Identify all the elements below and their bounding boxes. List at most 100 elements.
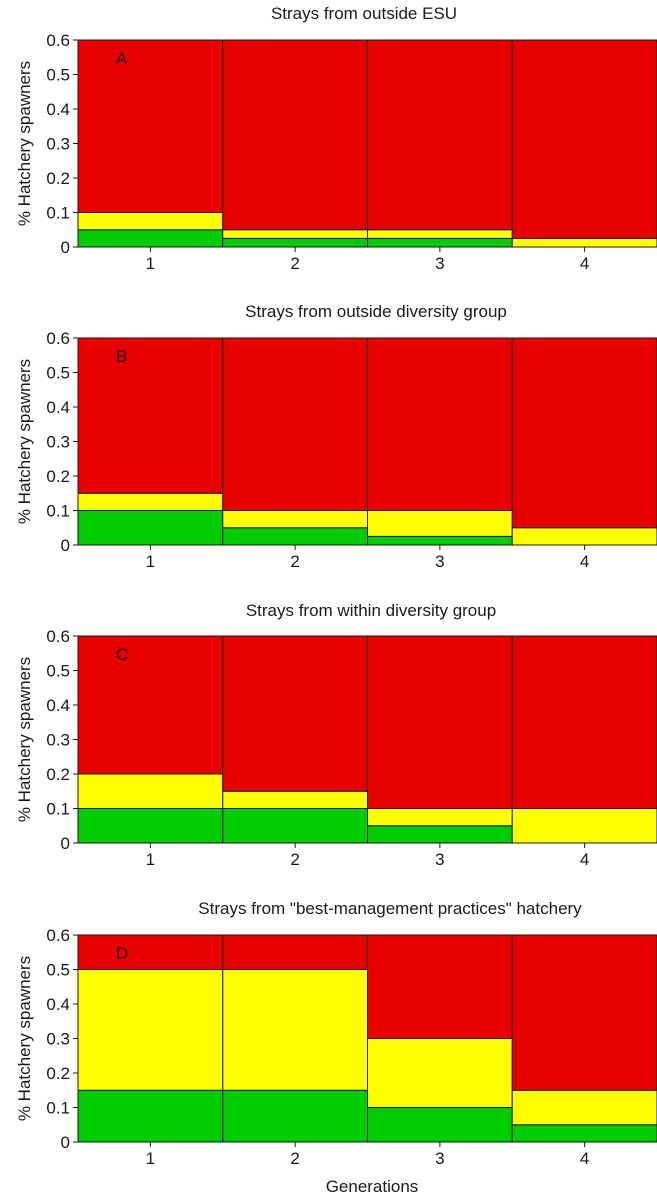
panel-c-bar-3-green xyxy=(367,825,513,844)
panel-a-bar-1-yellow xyxy=(77,212,224,231)
panel-b-y-tick-label: 0.6 xyxy=(46,329,70,348)
panel-b-x-tick-label: 3 xyxy=(435,552,444,571)
panel-a-bar-2-red xyxy=(222,39,368,231)
panel-a-bar-2-yellow xyxy=(222,229,368,239)
panel-a-y-tick-label: 0.6 xyxy=(46,31,70,50)
panel-a-title: Strays from outside ESU xyxy=(271,4,457,23)
panel-d-y-tick-label: 0 xyxy=(61,1133,70,1152)
panel-a-y-axis-label: % Hatchery spawners xyxy=(15,61,34,226)
panel-d-bar-3-yellow xyxy=(367,1038,513,1108)
panel-b-bar-1-yellow xyxy=(77,492,224,511)
panel-c-bar-4-yellow xyxy=(511,808,657,844)
panel-d-bar-2-green xyxy=(222,1089,368,1143)
panel-c-y-tick-label: 0.3 xyxy=(46,731,70,750)
panel-d-x-tick-label: 1 xyxy=(146,1149,155,1168)
panel-d-bar-4-red xyxy=(511,934,657,1091)
panel-b-y-tick-label: 0.1 xyxy=(46,502,70,521)
panel-d-y-tick-label: 0.1 xyxy=(46,1099,70,1118)
panel-d-y-tick-label: 0.5 xyxy=(46,961,70,980)
panel-d-y-tick-label: 0.3 xyxy=(46,1030,70,1049)
panel-d-y-tick-label: 0.2 xyxy=(46,1064,70,1083)
panel-d-bar-3-green xyxy=(367,1107,513,1143)
panel-b-bar-3-green xyxy=(367,535,513,546)
panel-b-x-tick-label: 2 xyxy=(290,552,299,571)
panel-a-y-tick-label: 0.5 xyxy=(46,66,70,85)
panel-c-x-tick-label: 3 xyxy=(435,850,444,869)
panel-b-bar-4-yellow xyxy=(511,527,657,546)
panel-c-y-tick-label: 0.5 xyxy=(46,662,70,681)
panel-d-bar-4-green xyxy=(511,1124,657,1143)
panel-b-x-tick-label: 4 xyxy=(580,552,589,571)
panel-d-bar-3-red xyxy=(367,934,513,1039)
panel-a-bar-4-yellow xyxy=(511,237,657,248)
panel-b-x-tick-label: 1 xyxy=(146,552,155,571)
panel-c-y-tick-label: 0.2 xyxy=(46,765,70,784)
panel-d-bar-1-yellow xyxy=(77,969,224,1091)
panel-a-y-tick-label: 0.2 xyxy=(46,169,70,188)
panel-d-title: Strays from "best-management practices" … xyxy=(198,899,582,918)
panel-d-letter: D xyxy=(116,944,128,963)
panel-a-bar-3-green xyxy=(367,237,513,248)
panel-b-letter: B xyxy=(116,347,127,366)
panel-d-x-tick-label: 3 xyxy=(435,1149,444,1168)
x-axis-label: Generations xyxy=(326,1177,419,1196)
panel-c-bar-1-yellow xyxy=(77,773,224,809)
panel-d-bar-2-yellow xyxy=(222,969,368,1091)
panel-a-y-tick-label: 0.4 xyxy=(46,100,70,119)
panel-c-y-tick-label: 0 xyxy=(61,834,70,853)
panel-a-letter: A xyxy=(116,49,128,68)
panel-c-x-tick-label: 2 xyxy=(290,850,299,869)
panel-a-bar-3-yellow xyxy=(367,229,513,239)
panel-d-y-axis-label: % Hatchery spawners xyxy=(15,956,34,1121)
panel-c-bar-2-green xyxy=(222,808,368,844)
panel-b-y-tick-label: 0.4 xyxy=(46,398,70,417)
panel-d-y-tick-label: 0.6 xyxy=(46,926,70,945)
panel-c-y-tick-label: 0.6 xyxy=(46,627,70,646)
panel-a-y-tick-label: 0.3 xyxy=(46,135,70,154)
panel-a-y-tick-label: 0 xyxy=(61,238,70,257)
panel-b-bar-2-yellow xyxy=(222,510,368,529)
panel-c-title: Strays from within diversity group xyxy=(246,601,496,620)
panel-c-x-tick-label: 1 xyxy=(146,850,155,869)
panel-b-bar-4-red xyxy=(511,337,657,529)
panel-c-bar-2-red xyxy=(222,635,368,792)
panel-b-title: Strays from outside diversity group xyxy=(245,302,507,321)
panel-a-x-tick-label: 3 xyxy=(435,254,444,273)
panel-d-y-tick-label: 0.4 xyxy=(46,995,70,1014)
panel-c-bar-3-red xyxy=(367,635,513,809)
panel-b-y-tick-label: 0.3 xyxy=(46,433,70,452)
panel-a-bar-2-green xyxy=(222,237,368,248)
panel-b-y-tick-label: 0.5 xyxy=(46,364,70,383)
panel-b-y-tick-label: 0.2 xyxy=(46,467,70,486)
panel-c: Strays from within diversity group 00.10… xyxy=(15,601,657,869)
panel-c-y-axis-label: % Hatchery spawners xyxy=(15,657,34,822)
panel-d-bar-2-red xyxy=(222,934,368,970)
panel-b-bar-3-yellow xyxy=(367,510,513,537)
panel-b-y-axis-label: % Hatchery spawners xyxy=(15,359,34,524)
panel-d: Strays from "best-management practices" … xyxy=(15,899,657,1168)
panel-a-plot: 0 0.1 0.2 0.3 0.4 0.5 0.6 1 2 3 4 A % Hatchery spawn… xyxy=(15,31,657,273)
panel-a-x-tick-label: 2 xyxy=(290,254,299,273)
panel-d-plot: 0 0.1 0.2 0.3 0.4 0.5 0.6 1 2 3 4 D % Hatchery spawn… xyxy=(15,926,657,1168)
panel-c-y-tick-label: 0.4 xyxy=(46,696,70,715)
panel-c-bar-1-green xyxy=(77,808,224,844)
panel-d-bar-1-green xyxy=(77,1089,224,1143)
panel-a-x-tick-label: 1 xyxy=(146,254,155,273)
panel-c-x-tick-label: 4 xyxy=(580,850,589,869)
panel-b-bar-2-green xyxy=(222,527,368,546)
panel-a-bar-4-red xyxy=(511,39,657,239)
panel-d-x-tick-label: 2 xyxy=(290,1149,299,1168)
panel-b-bar-3-red xyxy=(367,337,513,511)
panel-b-bar-1-red xyxy=(77,337,224,494)
panel-b-plot: 0 0.1 0.2 0.3 0.4 0.5 0.6 1 2 3 4 B % Hatchery spawn… xyxy=(15,329,657,571)
panel-d-x-tick-label: 4 xyxy=(580,1149,589,1168)
panel-c-plot: 0 0.1 0.2 0.3 0.4 0.5 0.6 1 2 3 4 C % Hatchery spawn… xyxy=(15,627,657,869)
panel-c-bar-1-red xyxy=(77,635,224,775)
panel-c-letter: C xyxy=(116,645,128,664)
panel-a-bar-1-red xyxy=(77,39,224,213)
panel-d-bar-1-red xyxy=(77,934,224,970)
panel-c-bar-2-yellow xyxy=(222,790,368,809)
panel-c-y-tick-label: 0.1 xyxy=(46,800,70,819)
panel-c-bar-4-red xyxy=(511,635,657,809)
